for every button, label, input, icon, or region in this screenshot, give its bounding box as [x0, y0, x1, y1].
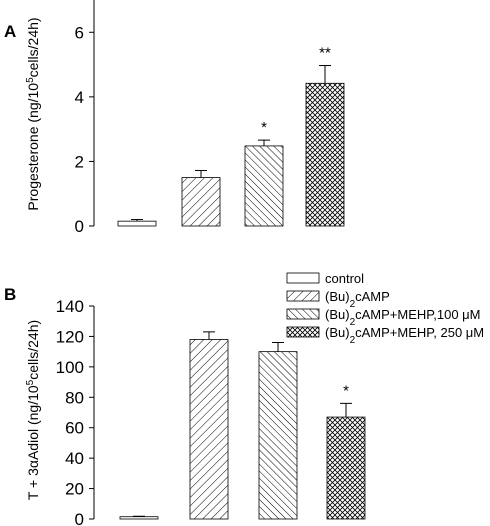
- legend-item-control: control: [286, 271, 364, 286]
- y-tick-label-b: 40: [65, 449, 84, 468]
- legend-swatch-bu2camp: [286, 290, 320, 302]
- legend-item-mehp-250: (Bu)2cAMP+MEHP, 250 μM: [286, 325, 484, 346]
- bar-a-2: [244, 145, 284, 227]
- chart-marks-b: 0 20 40 60 80 100 120 140 *: [56, 297, 366, 526]
- y-axis-title-a: Progesterone (ng/105cells/24h): [25, 17, 42, 210]
- legend-label-bu2camp: (Bu)2cAMP: [325, 289, 390, 310]
- legend-item-bu2camp: (Bu)2cAMP: [286, 289, 390, 310]
- significance-mark-b-3: *: [343, 382, 349, 399]
- y-axis-title-b: T + 3αAdiol (ng/105cells/24h): [25, 320, 42, 500]
- legend-swatch-mehp-250: [286, 326, 320, 338]
- bar-b-0: [119, 516, 159, 520]
- y-tick-label-b: 120: [56, 327, 84, 346]
- legend-label-mehp-250: (Bu)2cAMP+MEHP, 250 μM: [325, 325, 484, 346]
- y-tick-label-b: 60: [65, 419, 84, 438]
- bar-a-3: [305, 82, 345, 227]
- legend: control (Bu)2cAMP (Bu)2cAMP+MEHP,100 μM …: [286, 271, 484, 346]
- y-tick-label-a: 2: [75, 152, 84, 171]
- bar-b-1: [189, 339, 229, 520]
- y-tick-label-b: 80: [65, 388, 84, 407]
- legend-label-control: control: [325, 271, 364, 286]
- bar-b-2: [258, 351, 298, 520]
- panel-b: B T + 3αAdiol (ng/105cells/24h) 0 20 40 60 8…: [4, 285, 366, 526]
- bar-b-3: [326, 416, 366, 520]
- legend-swatch-mehp-100: [286, 308, 320, 320]
- legend-item-mehp-100: (Bu)2cAMP+MEHP,100 μM: [286, 307, 481, 328]
- y-tick-label-b: 140: [56, 297, 84, 316]
- panel-label-b: B: [4, 285, 16, 304]
- y-tick-label-a: 6: [75, 23, 84, 42]
- legend-label-mehp-100: (Bu)2cAMP+MEHP,100 μM: [325, 307, 481, 328]
- bar-a-1: [181, 177, 221, 227]
- y-tick-label-b: 20: [65, 480, 84, 499]
- panel-label-a: A: [4, 22, 16, 41]
- legend-swatch-control: [286, 272, 320, 284]
- bar-a-0: [117, 220, 157, 227]
- significance-mark-a-2: *: [261, 119, 267, 136]
- y-tick-label-b: 100: [56, 358, 84, 377]
- y-tick-label-a: 0: [75, 217, 84, 236]
- significance-mark-a-3: **: [319, 45, 331, 62]
- y-tick-label-b: 0: [75, 510, 84, 526]
- y-tick-label-a: 4: [75, 88, 84, 107]
